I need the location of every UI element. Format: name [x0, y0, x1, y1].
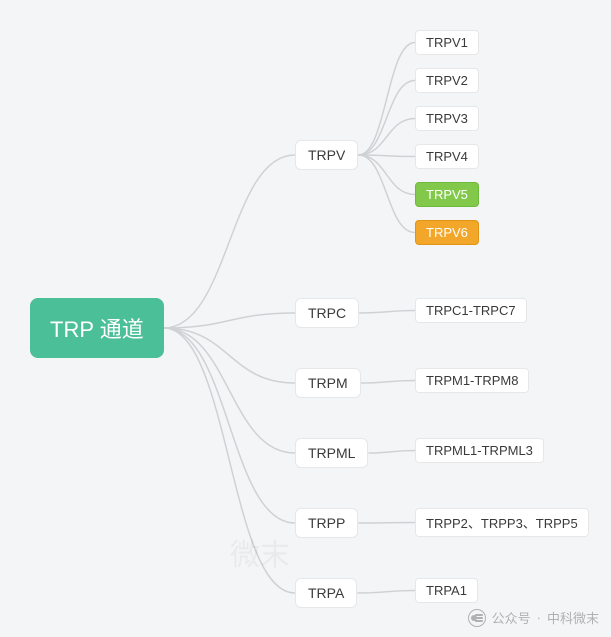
- watermark-sep: ·: [537, 610, 541, 625]
- watermark-name: 中科微末: [547, 608, 599, 627]
- leaf-trpm-0: TRPM1-TRPM8: [415, 368, 529, 393]
- watermark-prefix: 公众号: [492, 608, 531, 627]
- leaf-trpv-0: TRPV1: [415, 30, 479, 55]
- leaf-trpml-0: TRPML1-TRPML3: [415, 438, 544, 463]
- branch-trpc: TRPC: [295, 298, 359, 328]
- leaf-trpv-5: TRPV6: [415, 220, 479, 245]
- branch-trpp: TRPP: [295, 508, 358, 538]
- leaf-trpp-0: TRPP2、TRPP3、TRPP5: [415, 508, 589, 537]
- faint-watermark: 微末: [230, 530, 290, 574]
- leaf-trpv-3: TRPV4: [415, 144, 479, 169]
- root-node: TRP 通道: [30, 298, 164, 358]
- leaf-trpv-1: TRPV2: [415, 68, 479, 93]
- leaf-trpc-0: TRPC1-TRPC7: [415, 298, 527, 323]
- leaf-trpv-4: TRPV5: [415, 182, 479, 207]
- branch-trpv: TRPV: [295, 140, 358, 170]
- branch-trpa: TRPA: [295, 578, 357, 608]
- branch-trpml: TRPML: [295, 438, 368, 468]
- watermark: 公众号 · 中科微末: [468, 608, 599, 627]
- leaf-trpa-0: TRPA1: [415, 578, 478, 603]
- wechat-icon: [468, 609, 486, 627]
- branch-trpm: TRPM: [295, 368, 361, 398]
- leaf-trpv-2: TRPV3: [415, 106, 479, 131]
